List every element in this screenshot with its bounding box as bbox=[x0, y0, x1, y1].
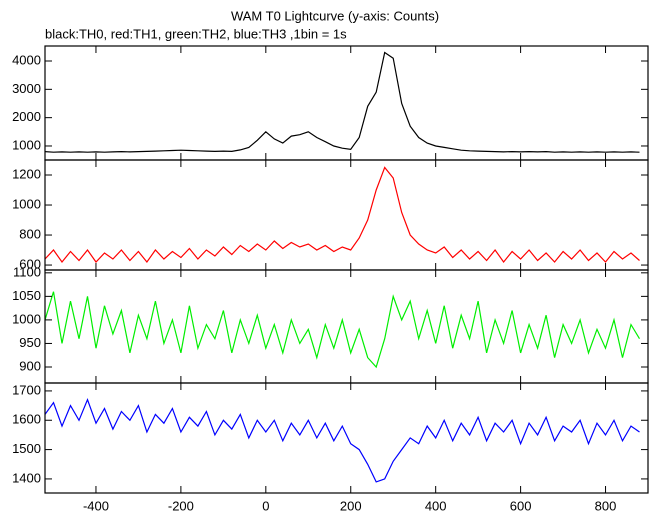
y-tick-label: 1200 bbox=[12, 166, 41, 181]
y-tick-label: 950 bbox=[19, 335, 41, 350]
y-tick-label: 1700 bbox=[12, 382, 41, 397]
x-tick-label: 0 bbox=[262, 498, 269, 513]
panel-frame bbox=[44, 159, 649, 271]
chart-title: WAM T0 Lightcurve (y-axis: Counts) bbox=[231, 8, 439, 23]
data-line bbox=[45, 398, 640, 483]
y-tick-label: 1000 bbox=[12, 311, 41, 326]
panel-frame bbox=[44, 45, 649, 161]
y-tick-label: 2000 bbox=[12, 109, 41, 124]
x-tick-label: 600 bbox=[510, 498, 532, 513]
y-tick-label: 1500 bbox=[12, 441, 41, 456]
y-tick-label: 600 bbox=[19, 256, 41, 271]
y-tick-label: 4000 bbox=[12, 52, 41, 67]
x-tick-label: 400 bbox=[425, 498, 447, 513]
y-tick-label: 3000 bbox=[12, 81, 41, 96]
chart-subtitle: black:TH0, red:TH1, green:TH2, blue:TH3 … bbox=[45, 26, 347, 41]
x-tick-label: -200 bbox=[168, 498, 194, 513]
y-tick-label: 1600 bbox=[12, 412, 41, 427]
data-line bbox=[45, 51, 640, 153]
x-tick-label: -400 bbox=[83, 498, 109, 513]
y-tick-label: 1050 bbox=[12, 288, 41, 303]
y-tick-label: 1100 bbox=[13, 264, 41, 279]
x-tick-label: 200 bbox=[340, 498, 362, 513]
data-line bbox=[45, 291, 641, 369]
panel-frame bbox=[44, 382, 649, 494]
x-tick-label: 800 bbox=[595, 498, 617, 513]
y-tick-label: 900 bbox=[19, 358, 41, 373]
y-tick-label: 1400 bbox=[12, 470, 41, 485]
data-line bbox=[45, 166, 640, 263]
y-tick-label: 1000 bbox=[12, 137, 41, 152]
y-tick-label: 1000 bbox=[12, 196, 41, 211]
y-tick-label: 800 bbox=[19, 226, 41, 241]
